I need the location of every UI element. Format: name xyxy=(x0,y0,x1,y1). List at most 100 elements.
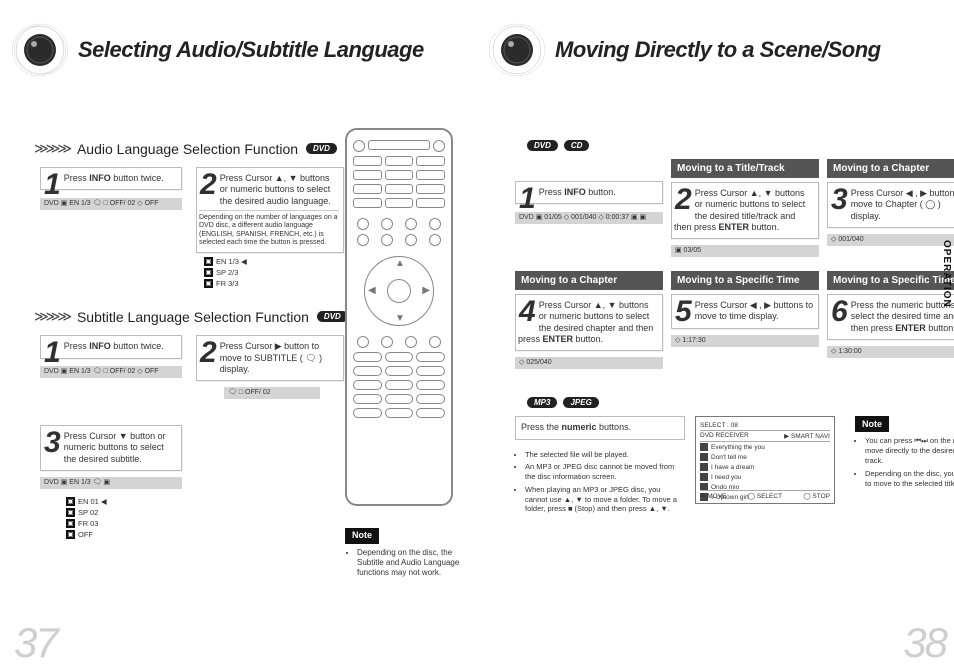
subtitle-badges: ▣EN 01 ◀ ▣SP 02 ▣FR 03 ▣OFF xyxy=(66,497,182,539)
remote-button[interactable] xyxy=(416,380,445,390)
step-number: 1 xyxy=(44,171,61,198)
browser-footer: ⏎ MOVE xyxy=(700,492,726,500)
step-text: Press Cursor ▶ button to move to SUBTITL… xyxy=(220,341,322,374)
remote-button[interactable] xyxy=(353,156,382,166)
step-text: Press Cursor ▲, ▼ buttons or numeric but… xyxy=(220,173,331,206)
step-number: 3 xyxy=(831,186,848,213)
remote-button[interactable] xyxy=(353,366,382,376)
remote-button[interactable] xyxy=(353,380,382,390)
audio-step-1: 1 Press INFO button twice. xyxy=(40,167,182,190)
remote-button[interactable] xyxy=(381,336,393,348)
right-note: Note You can press ⏮⏭ on the remote cont… xyxy=(855,416,954,491)
step-number: 4 xyxy=(519,298,536,325)
remote-button[interactable] xyxy=(353,394,382,404)
remote-button[interactable] xyxy=(385,366,414,376)
badge-label: FR 03 xyxy=(78,519,98,528)
remote-button[interactable] xyxy=(385,380,414,390)
remote-button[interactable] xyxy=(416,170,445,180)
list-item: I have a dream xyxy=(711,464,754,471)
step-text: Press Cursor ▲, ▼ buttons or numeric but… xyxy=(518,300,653,344)
header-bar: Moving to a Specific Time xyxy=(671,271,819,290)
page-number-left: 37 xyxy=(14,619,57,667)
step-text: Press Cursor ▲, ▼ buttons or numeric but… xyxy=(674,188,805,232)
tag-dvd: DVD xyxy=(527,140,558,151)
remote-button[interactable] xyxy=(405,218,417,230)
remote-button[interactable] xyxy=(381,234,393,246)
subtitle-strip-3: DVD ▣ EN 1/3 🗨 ▣ xyxy=(40,477,182,489)
page-right: Moving Directly to a Scene/Song DVD CD 1… xyxy=(477,0,954,663)
badge-label: FR 3/3 xyxy=(216,279,239,288)
note-tag: Note xyxy=(345,528,379,544)
remote-button[interactable] xyxy=(385,184,414,194)
remote-button[interactable] xyxy=(385,408,414,418)
remote-button[interactable] xyxy=(381,218,393,230)
remote-button[interactable] xyxy=(353,198,382,208)
tag-jpeg: JPEG xyxy=(563,397,598,408)
remote-button[interactable] xyxy=(405,234,417,246)
remote-button[interactable] xyxy=(385,156,414,166)
strip: ◇ 1:17:30 xyxy=(671,335,819,347)
remote-button[interactable] xyxy=(385,352,414,362)
side-tab-operation: OPERATION xyxy=(941,240,952,308)
remote-button[interactable] xyxy=(416,408,445,418)
step-number: 6 xyxy=(831,298,848,325)
remote-button[interactable] xyxy=(416,394,445,404)
remote-button[interactable] xyxy=(433,140,445,152)
browser-title: SELECT : 08 xyxy=(700,422,738,429)
header-bar: Moving to a Chapter xyxy=(827,159,954,178)
step-number: 3 xyxy=(44,429,61,456)
remote-dpad[interactable]: ▲▼◀▶ xyxy=(364,256,434,326)
remote-button[interactable] xyxy=(416,366,445,376)
step-text: Press Cursor ◀ , ▶ buttons to move to Ch… xyxy=(851,188,954,221)
audio-step-2: 2 Press Cursor ▲, ▼ buttons or numeric b… xyxy=(196,167,344,253)
remote-button[interactable] xyxy=(357,234,369,246)
page-left: Selecting Audio/Subtitle Language ≫≫≫ Au… xyxy=(0,0,477,663)
remote-button[interactable] xyxy=(353,170,382,180)
badge-label: SP 2/3 xyxy=(216,268,238,277)
remote-button[interactable] xyxy=(385,198,414,208)
remote-button[interactable] xyxy=(405,336,417,348)
strip: ◇ 1:30:00 xyxy=(827,346,954,358)
page-title-left: Selecting Audio/Subtitle Language xyxy=(78,38,424,62)
badge-label: SP 02 xyxy=(78,508,98,517)
step-text: Press INFO button twice. xyxy=(64,341,164,351)
remote-button[interactable] xyxy=(416,184,445,194)
browser-device: DVD RECEIVER xyxy=(700,432,749,440)
remote-button[interactable] xyxy=(416,352,445,362)
remote-button[interactable] xyxy=(385,394,414,404)
header-bar: Moving to a Chapter xyxy=(515,271,663,290)
remote-button[interactable] xyxy=(353,408,382,418)
step-2: 2 Press Cursor ▲, ▼ buttons or numeric b… xyxy=(671,182,819,239)
subtitle-strip-2: 🗨 □ OFF/ 02 xyxy=(224,387,320,399)
mp3-bullet: The selected file will be played. xyxy=(525,450,685,460)
tag-cd: CD xyxy=(564,140,590,151)
remote-button[interactable] xyxy=(368,140,430,150)
header-bar: Moving to a Title/Track xyxy=(671,159,819,178)
remote-button[interactable] xyxy=(429,218,441,230)
subtitle-step-1: 1 Press INFO button twice. xyxy=(40,335,182,358)
chevrons-icon: ≫≫≫ xyxy=(34,140,69,157)
remote-button[interactable] xyxy=(353,184,382,194)
remote-button[interactable] xyxy=(385,170,414,180)
remote-button[interactable] xyxy=(429,336,441,348)
step-text: Press the numeric buttons. xyxy=(521,422,631,432)
remote-button[interactable] xyxy=(416,156,445,166)
badge-label: EN 1/3 ◀ xyxy=(216,257,247,266)
audio-section-title: Audio Language Selection Function xyxy=(77,141,298,157)
subtitle-step-3: 3 Press Cursor ▼ button or numeric butto… xyxy=(40,425,182,471)
step-number: 2 xyxy=(200,339,217,366)
audio-step2-footnote: Depending on the number of languages on … xyxy=(199,210,339,248)
remote-button[interactable] xyxy=(353,140,365,152)
mp3-step: Press the numeric buttons. xyxy=(515,416,685,440)
strip: ◇ 001/040 xyxy=(827,234,954,246)
mp3-bullet: When playing an MP3 or JPEG disc, you ca… xyxy=(525,485,685,514)
tag-dvd: DVD xyxy=(317,311,348,322)
remote-button[interactable] xyxy=(416,198,445,208)
remote-button[interactable] xyxy=(353,352,382,362)
spiral-icon xyxy=(487,20,547,80)
step-number: 2 xyxy=(675,186,692,213)
remote-button[interactable] xyxy=(357,218,369,230)
remote-button[interactable] xyxy=(429,234,441,246)
remote-button[interactable] xyxy=(357,336,369,348)
chevrons-icon: ≫≫≫ xyxy=(34,308,69,325)
